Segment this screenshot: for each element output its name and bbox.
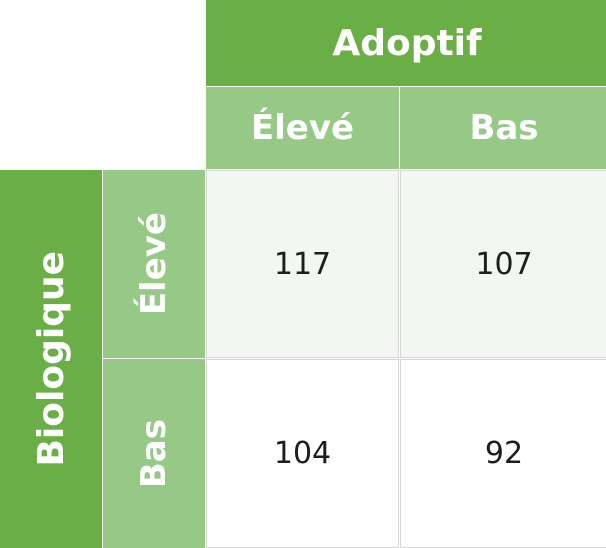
row-header-bas-label: Bas [134, 418, 174, 489]
row-header-eleve: Élevé [103, 170, 205, 358]
table-cell-eleve-eleve: 117 [206, 170, 399, 358]
row-header-eleve-label: Élevé [134, 212, 174, 316]
table-cell-eleve-bas: 107 [400, 170, 606, 358]
corner-empty [0, 0, 205, 169]
row-group-header: Biologique [0, 170, 102, 548]
column-header-eleve: Élevé [206, 87, 399, 169]
column-header-bas: Bas [400, 87, 606, 169]
table-cell-bas-eleve: 104 [206, 359, 399, 548]
row-header-bas: Bas [103, 359, 205, 548]
table-cell-bas-bas: 92 [400, 359, 606, 548]
row-group-label: Biologique [30, 251, 72, 467]
column-group-header: Adoptif [206, 0, 606, 86]
